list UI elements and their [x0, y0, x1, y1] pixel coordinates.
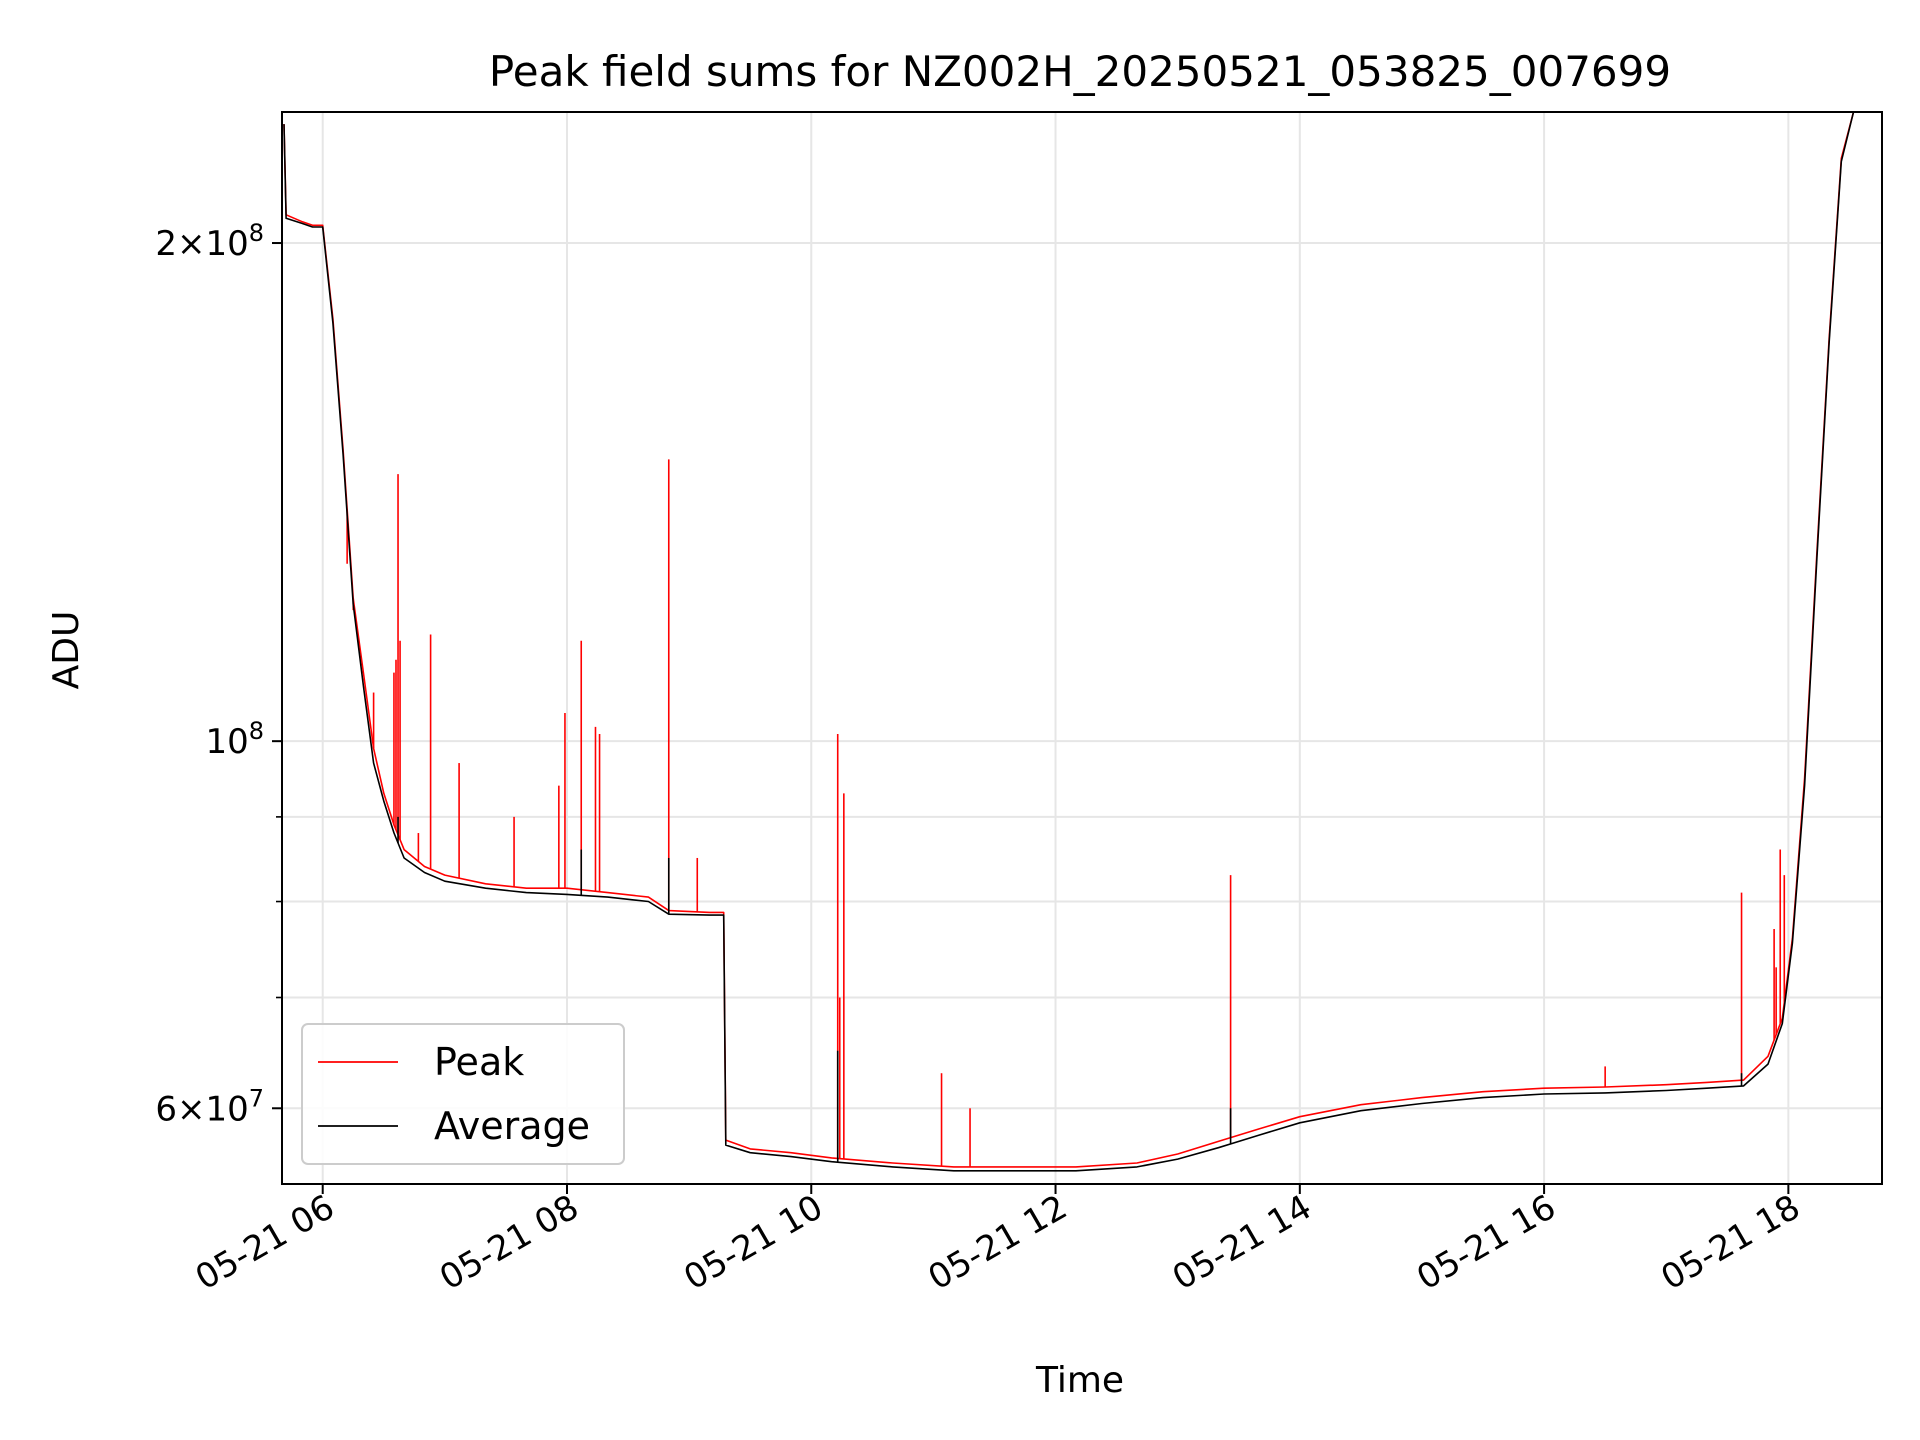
y-tick-label: 108: [205, 717, 264, 762]
legend-box: [301, 1023, 625, 1165]
legend-label-peak: Peak: [434, 1040, 524, 1084]
x-tick-label: 05-21 10: [677, 1187, 829, 1298]
series-line-average: [283, 112, 1882, 1172]
y-tick-label: 2×108: [155, 219, 264, 264]
x-tick-label: 05-21 14: [1166, 1187, 1318, 1298]
chart-title: Peak field sums for NZ002H_20250521_0538…: [489, 47, 1671, 96]
x-axis-title: Time: [1035, 1360, 1124, 1401]
x-tick-label: 05-21 12: [922, 1187, 1074, 1298]
x-tick-label: 05-21 06: [189, 1187, 341, 1298]
legend: Peak Average: [301, 1023, 625, 1165]
legend-label-average: Average: [434, 1104, 590, 1148]
x-tick-label: 05-21 16: [1410, 1187, 1562, 1298]
series-line-peak: [283, 112, 1882, 1168]
plot-area: [283, 112, 1882, 1172]
x-tick-label: 05-21 18: [1654, 1187, 1806, 1298]
axes: 2×108 108 6×107 05-21 06 05-21 08 05-21 10 05-…: [155, 111, 1883, 1298]
y-tick-label: 6×107: [155, 1084, 264, 1129]
axes-frame: [281, 111, 1883, 1185]
y-axis-title: ADU: [46, 611, 87, 690]
x-tick-label: 05-21 08: [433, 1187, 585, 1298]
